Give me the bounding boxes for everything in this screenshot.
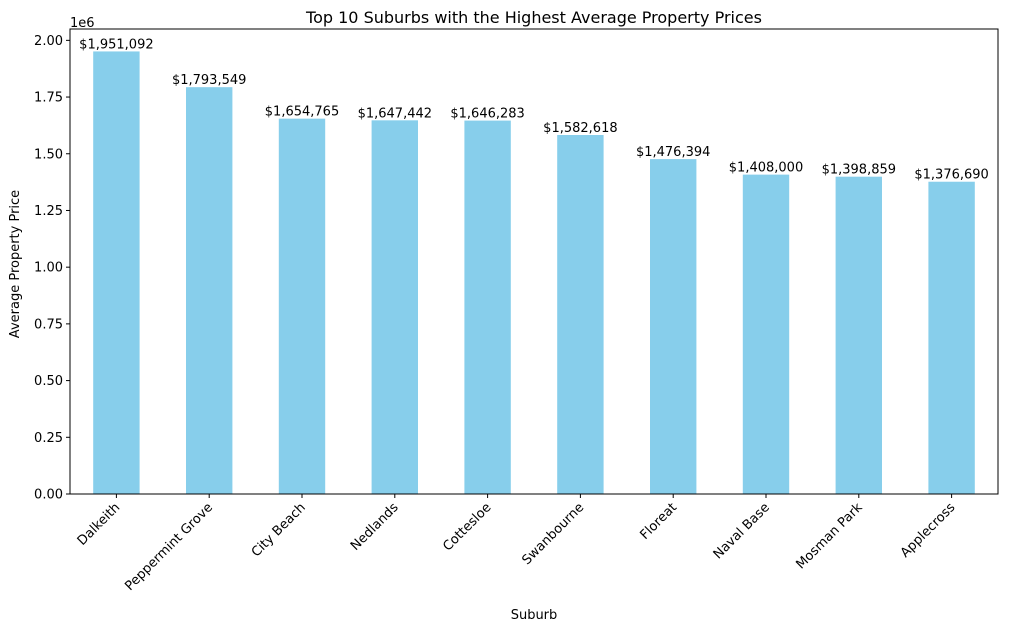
bar-value-label: $1,476,394 <box>636 145 710 160</box>
bar <box>742 174 790 494</box>
y-tick-label: 1.25 <box>34 204 63 219</box>
x-tick-label: Peppermint Grove <box>122 500 216 594</box>
y-axis-label: Average Property Price <box>8 190 23 338</box>
x-tick-label: Swanbourne <box>519 500 587 568</box>
bar-value-label: $1,793,549 <box>172 73 246 88</box>
y-tick-label: 1.50 <box>34 147 63 162</box>
x-tick-label: Naval Base <box>711 500 773 562</box>
bar <box>464 120 511 494</box>
bar <box>186 87 233 494</box>
x-tick-label: Dalkeith <box>75 500 124 549</box>
bar-value-label: $1,408,000 <box>729 161 803 176</box>
x-tick-label: Mosman Park <box>793 500 865 572</box>
x-tick-label: Applecross <box>898 500 959 561</box>
bar <box>371 120 418 494</box>
bar-value-label: $1,654,765 <box>265 105 339 120</box>
bar-value-label: $1,376,690 <box>914 168 988 183</box>
bar <box>650 159 697 494</box>
chart-title: Top 10 Suburbs with the Highest Average … <box>305 8 762 27</box>
y-tick-label: 0.25 <box>34 431 63 446</box>
value-labels-layer: $1,951,092 $1,793,549 $1,654,765 $1,647,442… <box>79 37 989 182</box>
x-tick-label: Floreat <box>637 500 680 543</box>
bar-value-label: $1,582,618 <box>543 121 617 136</box>
plot-frame <box>69 28 999 495</box>
bar <box>93 51 140 494</box>
bars-layer <box>93 51 975 495</box>
y-tick-label: 1.75 <box>34 91 63 106</box>
bar <box>557 135 604 494</box>
y-tick-label: 2.00 <box>34 34 63 49</box>
bar-value-label: $1,951,092 <box>79 37 153 52</box>
y-axis: 0.00 0.25 0.50 0.75 1.00 1.25 1.50 1.75 2.00 <box>34 34 70 503</box>
x-tick-label: Nedlands <box>348 500 402 554</box>
bar-value-label: $1,647,442 <box>358 106 432 121</box>
y-tick-label: 0.50 <box>34 374 63 389</box>
bar-value-label: $1,398,859 <box>822 163 896 178</box>
x-tick-label: City Beach <box>249 500 309 560</box>
bar <box>835 176 882 495</box>
y-tick-label: 1.00 <box>34 261 63 276</box>
y-tick-label: 0.75 <box>34 317 63 332</box>
y-tick-label: 0.00 <box>34 488 63 503</box>
bar <box>928 181 975 494</box>
x-tick-label: Cottesloe <box>440 500 494 554</box>
y-scale-note: 1e6 <box>70 16 95 31</box>
bar <box>278 118 326 494</box>
bar-value-label: $1,646,283 <box>450 107 524 122</box>
x-axis-label: Suburb <box>511 608 558 623</box>
x-axis: Dalkeith Peppermint Grove City Beach Nedlan… <box>75 494 959 594</box>
